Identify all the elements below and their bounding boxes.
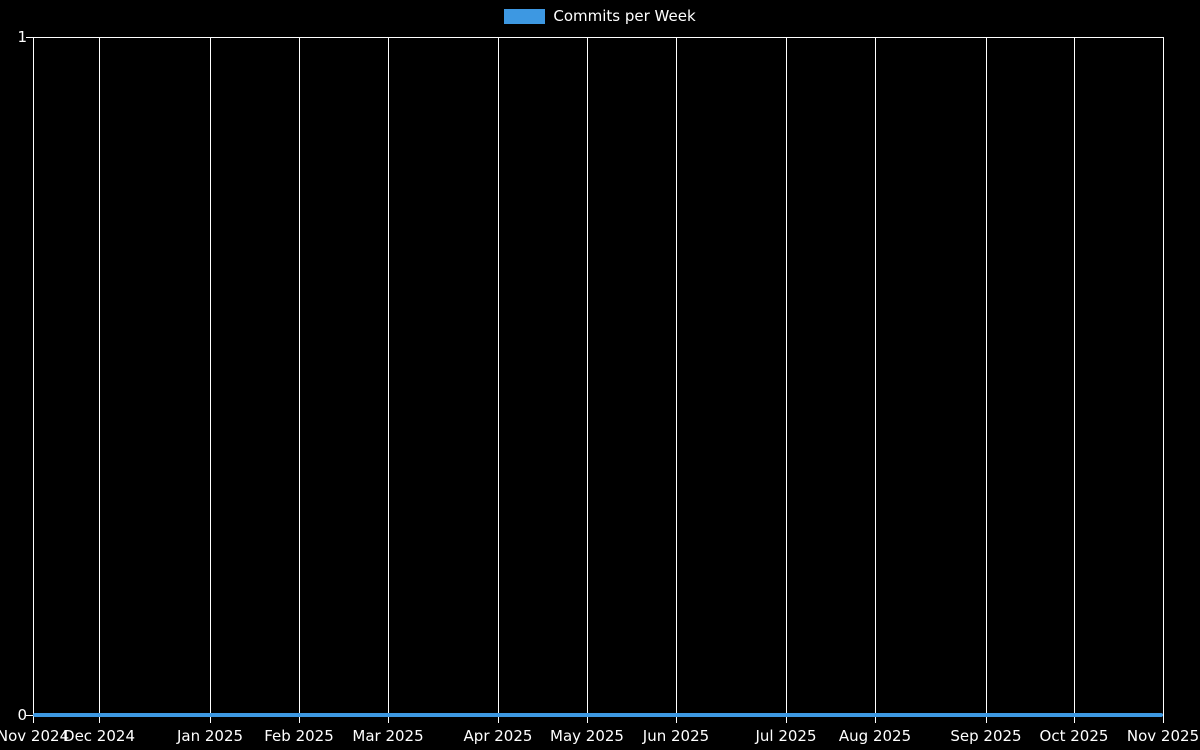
plot-top-border — [33, 37, 1163, 38]
x-tick-label: Aug 2025 — [838, 727, 912, 745]
x-tick-label: Feb 2025 — [264, 727, 334, 745]
y-axis-tick-label-max: 1 — [17, 28, 27, 46]
gridline-jun-2025 — [676, 37, 677, 723]
gridline-oct-2025 — [1074, 37, 1075, 723]
y-axis-tick-label-min: 0 — [17, 706, 27, 724]
gridline-aug-2025 — [875, 37, 876, 723]
x-tick-label: Jul 2025 — [755, 727, 817, 745]
gridline-jul-2025 — [786, 37, 787, 723]
legend-label: Commits per Week — [553, 7, 696, 25]
x-tick-label: Dec 2024 — [63, 727, 135, 745]
y-axis-line — [33, 37, 34, 723]
x-tick-label: Nov 2025 — [1126, 727, 1200, 745]
gridline-mar-2025 — [388, 37, 389, 723]
gridline-nov-2025 — [1163, 37, 1164, 723]
gridline-sep-2025 — [986, 37, 987, 723]
x-tick-label: Nov 2024 — [0, 727, 70, 745]
x-tick-label: Oct 2025 — [1039, 727, 1109, 745]
x-tick-label: Jun 2025 — [642, 727, 710, 745]
x-tick-label: Jan 2025 — [176, 727, 244, 745]
x-tick-label: Apr 2025 — [463, 727, 533, 745]
gridline-jan-2025 — [210, 37, 211, 723]
chart-legend: Commits per Week — [0, 9, 1200, 24]
legend-swatch-icon — [504, 9, 546, 24]
gridline-dec-2024 — [99, 37, 100, 723]
y-axis-tick-mark-max — [26, 37, 33, 38]
gridline-may-2025 — [587, 37, 588, 723]
series-line-commits — [33, 713, 1163, 717]
gridline-apr-2025 — [498, 37, 499, 723]
x-tick-label: Mar 2025 — [352, 727, 424, 745]
gridline-feb-2025 — [299, 37, 300, 723]
plot-area — [26, 37, 1164, 723]
x-axis-tick-labels: Nov 2024 Dec 2024 Jan 2025 Feb 2025 Mar 2025… — [0, 727, 1199, 748]
x-tick-label: May 2025 — [550, 727, 624, 745]
y-axis-tick-mark-min — [26, 715, 33, 716]
x-tick-label: Sep 2025 — [950, 727, 1022, 745]
